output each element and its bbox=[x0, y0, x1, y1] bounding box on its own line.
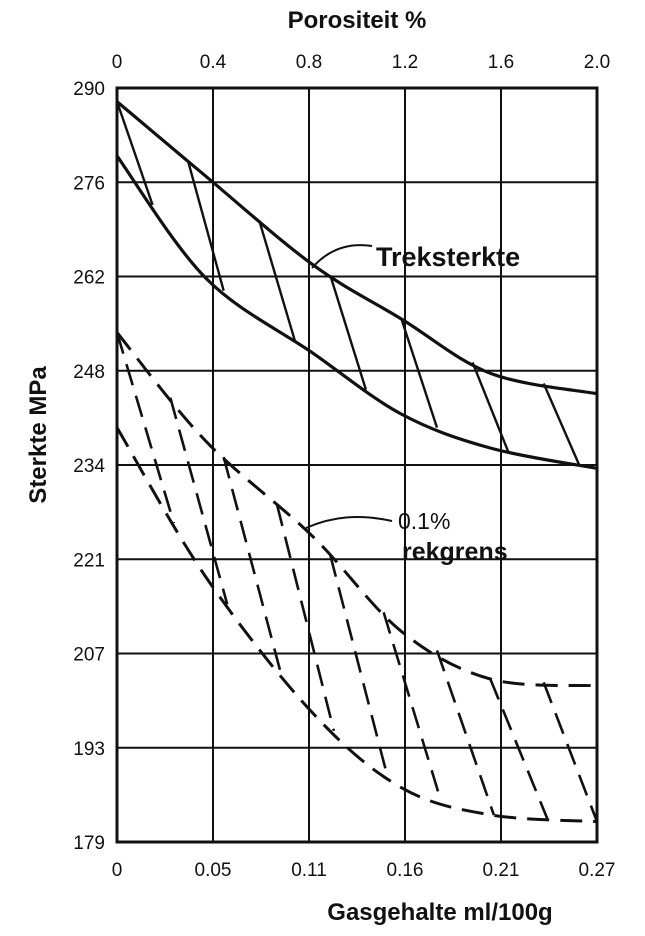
annotations: Treksterkte 0.1% rekgrens bbox=[305, 242, 520, 566]
hatch-line bbox=[329, 275, 368, 390]
upper-bound-curve bbox=[115, 331, 598, 688]
x-tick-label: 0.11 bbox=[291, 860, 327, 881]
data-bands bbox=[115, 100, 599, 824]
y-tick-label: 248 bbox=[73, 362, 105, 383]
x-tick-label: 0.05 bbox=[195, 860, 232, 881]
hatch-line bbox=[542, 681, 599, 823]
x-axis-title: Gasgehalte ml/100g bbox=[327, 899, 552, 926]
grid bbox=[117, 88, 597, 842]
hatch-line bbox=[435, 650, 496, 816]
hatch-line bbox=[222, 456, 282, 673]
y-axis-title: Sterkte MPa bbox=[25, 366, 52, 504]
treksterkte-leader-line bbox=[311, 244, 373, 269]
top-tick-label: 0 bbox=[112, 52, 123, 73]
y-tick-label: 179 bbox=[73, 833, 105, 854]
x-tick-label: 0.16 bbox=[387, 860, 424, 881]
y-tick-label: 193 bbox=[73, 739, 105, 760]
hatch-line bbox=[471, 361, 510, 452]
hatch-line bbox=[115, 101, 154, 206]
treksterkte-label: Treksterkte bbox=[376, 242, 520, 272]
hatch-line bbox=[542, 383, 581, 466]
y-tick-label: 221 bbox=[73, 550, 105, 571]
y-tick-label: 207 bbox=[73, 645, 105, 666]
upper-bound-curve bbox=[115, 100, 598, 396]
x-tick-label: 0.27 bbox=[579, 860, 616, 881]
rekgrens-leader-line bbox=[305, 515, 393, 529]
rekgrens-percent-label: 0.1% bbox=[398, 508, 450, 534]
x-tick-label: 0 bbox=[112, 860, 123, 881]
hatch-line bbox=[169, 397, 229, 605]
y-tick-label: 290 bbox=[73, 79, 105, 100]
hatch-line bbox=[489, 678, 549, 819]
x-tick-label: 0.21 bbox=[483, 860, 520, 881]
treksterkte-band bbox=[115, 100, 599, 470]
top-tick-label: 2.0 bbox=[584, 52, 610, 73]
lower-bound-curve bbox=[115, 426, 598, 824]
lower-bound-curve bbox=[115, 154, 598, 470]
rekgrens-label: rekgrens bbox=[402, 538, 508, 566]
top-tick-label: 0.4 bbox=[200, 52, 227, 73]
top-tick-label: 1.6 bbox=[488, 52, 514, 73]
top-axis-title: Porositeit % bbox=[288, 7, 427, 34]
y-tick-label: 262 bbox=[73, 268, 105, 289]
hatch-line bbox=[329, 555, 389, 777]
hatch-line bbox=[400, 318, 439, 429]
top-tick-label: 0.8 bbox=[296, 52, 322, 73]
hatch-line bbox=[275, 504, 336, 732]
hatch-line bbox=[186, 161, 225, 291]
tick-labels: 0 0.05 0.11 0.16 0.21 0.27 0 0.4 0.8 1.2 1.6 2.0 290… bbox=[73, 52, 615, 881]
plot-frame bbox=[115, 86, 599, 844]
hatch-line bbox=[258, 220, 296, 341]
y-tick-label: 234 bbox=[73, 456, 105, 477]
hatch-line bbox=[382, 612, 442, 800]
y-tick-label: 276 bbox=[73, 173, 105, 194]
hatch-line bbox=[115, 332, 176, 524]
top-tick-label: 1.2 bbox=[392, 52, 418, 73]
